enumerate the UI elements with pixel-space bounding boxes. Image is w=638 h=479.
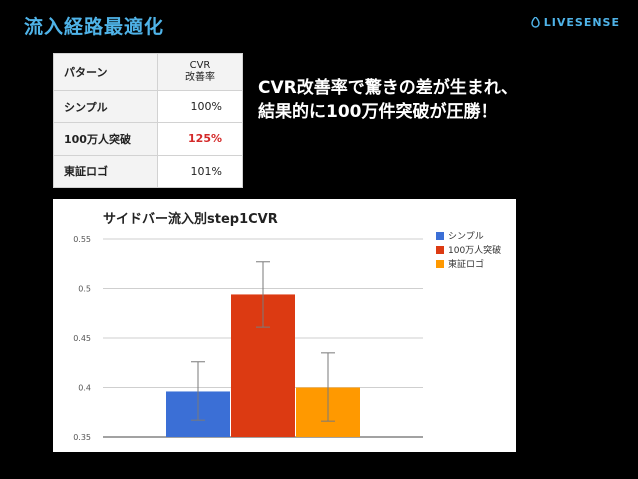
headline-line1: CVR改善率で驚きの差が生まれ、 — [258, 78, 518, 98]
legend-swatch — [436, 246, 444, 254]
livesense-icon — [531, 17, 540, 28]
y-tick-label: 0.5 — [78, 285, 91, 294]
y-tick-label: 0.45 — [73, 334, 91, 343]
rate-cell-highlight: 125% — [157, 122, 243, 156]
chart-title: サイドバー流入別step1CVR — [103, 211, 278, 227]
pattern-cell: 100万人突破 — [53, 122, 158, 156]
rate-header-line2: 改善率 — [185, 72, 215, 83]
chart-panel: サイドバー流入別step1CVR 0.35 0.4 0.45 0.5 0.55 シンプル 10… — [53, 199, 516, 452]
rate-cell: 100% — [157, 89, 243, 124]
legend-swatch — [436, 260, 444, 268]
legend-swatch — [436, 232, 444, 240]
legend-label: 東証ロゴ — [448, 258, 484, 270]
table-header-row: パターン CVR 改善率 — [53, 53, 243, 91]
pattern-cell: シンプル — [53, 89, 158, 124]
table-row: シンプル 100% — [53, 89, 243, 124]
pattern-header: パターン — [53, 53, 158, 91]
result-table: パターン CVR 改善率 シンプル 100% 100万人突破 125% 東証ロゴ… — [53, 53, 243, 189]
legend-label: シンプル — [448, 231, 484, 242]
table-row: 100万人突破 125% — [53, 122, 243, 156]
rate-header-line1: CVR — [189, 60, 211, 71]
rate-cell: 101% — [157, 154, 243, 189]
slide-title: 流入経路最適化 — [24, 16, 165, 38]
headline-line2: 結果的に100万件突破が圧勝！ — [258, 102, 498, 122]
bar-chart: サイドバー流入別step1CVR 0.35 0.4 0.45 0.5 0.55 シンプル 10… — [73, 211, 501, 442]
y-tick-label: 0.35 — [73, 433, 91, 442]
y-tick-label: 0.4 — [78, 384, 91, 393]
y-tick-label: 0.55 — [73, 235, 91, 244]
table-row: 東証ロゴ 101% — [53, 154, 243, 189]
rate-header: CVR 改善率 — [157, 53, 243, 91]
brand-logo: LIVESENSE — [531, 16, 620, 29]
legend-label: 100万人突破 — [448, 244, 501, 256]
pattern-cell: 東証ロゴ — [53, 154, 158, 189]
brand-name: LIVESENSE — [543, 16, 620, 29]
headline: CVR改善率で驚きの差が生まれ、 結果的に100万件突破が圧勝！ — [258, 76, 518, 124]
